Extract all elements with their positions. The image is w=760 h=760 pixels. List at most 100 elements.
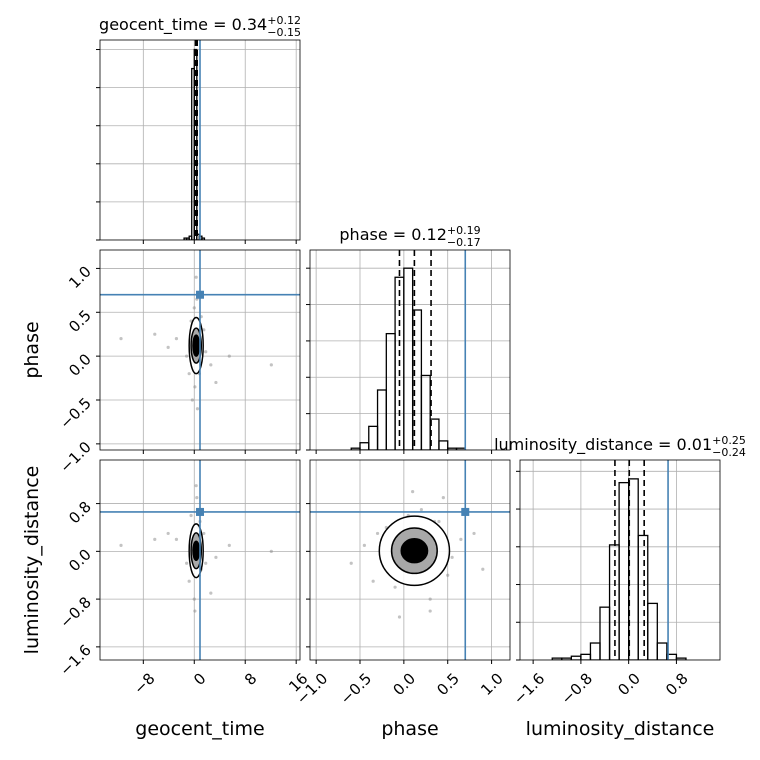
panel-title: geocent_time = 0.34+0.12 −0.15 [99,14,301,39]
contour [192,540,201,562]
sample-point [192,306,196,310]
sample-point [393,585,397,589]
sample-point [472,531,476,536]
sample-point [189,513,193,518]
panel-title: luminosity_distance = 0.01+0.25 −0.24 [494,434,746,459]
sample-point [202,328,206,332]
contour [192,334,201,357]
panel-frame [519,459,721,661]
histogram-bar [599,606,611,660]
y-tick-label: −0.5 [56,394,94,432]
sample-point [166,531,170,536]
x-tick-label: 0.8 [662,670,692,700]
histogram-bar [429,418,440,450]
y-axis-label: phase [21,321,43,378]
sample-point [441,496,445,500]
x-tick-label: −1.6 [510,670,548,708]
sample-point [166,345,170,349]
histogram-bar [580,653,592,660]
sample-point [428,597,432,601]
truth-marker [196,507,204,516]
title-text: geocent_time = 0.34 [99,15,267,35]
sample-point [119,543,123,547]
x-tick-label: 8 [241,670,260,689]
sample-point [204,561,208,565]
histogram-bar [647,602,658,660]
sample-point [269,363,273,367]
sample-point [193,385,197,389]
sample-point [174,537,179,542]
truth-marker [196,290,204,299]
y-tick-label: −1.6 [56,641,94,679]
panel [310,250,510,450]
sample-point [190,398,194,402]
sample-point [459,537,463,542]
histogram-bar [368,425,379,450]
panel-title: phase = 0.12+0.19 −0.17 [339,224,480,249]
truth-marker [461,507,470,516]
y-axis-label: luminosity_distance [21,466,43,655]
histogram-bar [570,655,582,660]
x-axis-label: phase [381,718,438,740]
sample-point [187,579,191,583]
x-tick-label: 0.5 [433,670,463,700]
sample-point [185,561,189,565]
sample-point [411,490,415,494]
y-tick-label: 1.0 [65,263,95,293]
sample-point [214,380,218,385]
histogram-bar [675,657,687,660]
x-axis-label: geocent_time [135,718,264,740]
histogram-bar [385,332,396,450]
histogram-bar [359,442,370,450]
sample-point [428,609,432,613]
sample-point [446,573,450,577]
title-text: luminosity_distance = 0.01 [494,435,712,455]
sample-point [195,496,199,500]
y-tick-label: 0.0 [65,350,95,380]
x-tick-label: −0.8 [558,670,596,708]
sample-point [194,275,198,279]
sample-point [193,609,197,613]
sample-point [194,484,198,488]
x-tick-label: 0.0 [614,670,644,700]
histogram-bar [376,389,387,450]
sample-point [375,531,380,536]
x-tick-label: 0.0 [390,670,420,700]
y-tick-label: −1.0 [56,438,94,476]
sample-point [371,579,375,583]
sample-point [349,561,353,565]
panel [100,460,300,660]
x-axis-label: luminosity_distance [526,718,715,740]
sample-point [419,507,424,512]
histogram-bar [637,534,649,660]
title-sub: −0.24 [712,446,746,459]
panel-frame [99,459,301,661]
title-sup: +0.25 [712,434,746,447]
panel [310,460,510,660]
sample-point [195,407,200,411]
histogram-bar [201,237,206,240]
panel-frame [99,39,301,241]
title-sub: −0.15 [267,26,301,39]
sample-point [202,531,206,536]
sample-point [362,543,366,547]
x-tick-label: −0.5 [337,670,375,708]
histogram-bar [438,440,449,450]
title-sup: +0.12 [267,14,301,27]
sample-point [450,555,454,559]
panel [520,460,720,660]
histogram-bar [403,267,414,450]
histogram-bar [628,478,639,660]
panel-frame [99,249,301,451]
sample-point [192,597,196,601]
title-sub: −0.17 [447,236,481,249]
sample-point [214,555,218,559]
x-tick-label: −8 [130,670,158,698]
contour [400,538,429,564]
sample-point [269,549,273,553]
title-text: phase = 0.12 [339,225,446,244]
y-tick-label: −0.8 [56,593,94,631]
histogram-bar [589,642,601,660]
sample-point [185,354,189,358]
